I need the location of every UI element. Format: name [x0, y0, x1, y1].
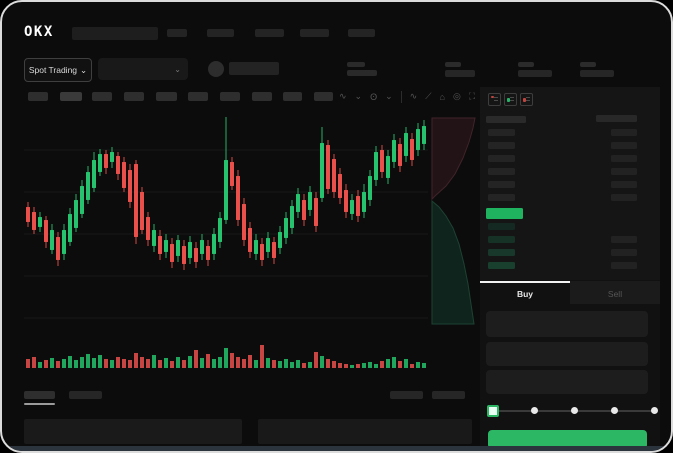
ask-price-row[interactable] [488, 168, 515, 175]
volume-bars [26, 345, 426, 368]
ask-price-row[interactable] [488, 194, 515, 201]
stat-label-placeholder [518, 62, 534, 67]
ask-size-row[interactable] [611, 129, 637, 136]
device-bottom-edge [2, 446, 671, 451]
ask-size-row[interactable] [611, 168, 637, 175]
coin-avatar [208, 61, 224, 77]
nav-item[interactable] [348, 29, 375, 37]
bid-size-row[interactable] [611, 236, 637, 243]
slider-step-dot[interactable] [651, 407, 658, 414]
bid-price-row[interactable] [488, 249, 515, 256]
nav-item[interactable] [300, 29, 329, 37]
interval-button[interactable] [314, 92, 333, 101]
ask-size-row[interactable] [611, 155, 637, 162]
wave-icon[interactable]: ∿ [409, 91, 418, 101]
stat-label-placeholder [445, 62, 461, 67]
tab-buy[interactable]: Buy [480, 281, 570, 304]
market-type-selector[interactable]: Spot Trading ⌄ [24, 58, 92, 82]
buy-submit-button[interactable] [488, 430, 647, 449]
nav-search-placeholder[interactable] [72, 27, 158, 40]
depth-chart [431, 117, 476, 325]
stat-value-placeholder [518, 70, 552, 77]
fullscreen-icon[interactable]: ⛶ [468, 91, 476, 101]
stat-value-placeholder [445, 70, 475, 77]
chevron-down-icon[interactable]: ⌄ [385, 91, 393, 101]
bid-price-row[interactable] [488, 262, 515, 269]
book-header-right [596, 115, 637, 122]
orders-table-right [258, 419, 472, 444]
indicators-icon[interactable]: ʘ [370, 91, 378, 102]
amount-input[interactable] [486, 342, 648, 366]
tab-sell[interactable]: Sell [570, 281, 660, 304]
okx-logo[interactable]: OKX [24, 24, 54, 40]
camera-icon[interactable]: ⌂ [439, 91, 445, 102]
stat-label-placeholder [580, 62, 596, 67]
book-view-bids-icon[interactable] [504, 93, 517, 106]
ask-price-row[interactable] [488, 129, 515, 136]
candlestick-chart[interactable] [24, 114, 428, 336]
nav-item[interactable] [207, 29, 234, 37]
ask-price-row[interactable] [488, 181, 515, 188]
interval-button[interactable] [124, 92, 144, 101]
bid-price-row[interactable] [488, 223, 515, 230]
last-price-bar [486, 208, 523, 219]
book-view-all-icon[interactable] [488, 93, 501, 106]
bid-price-row[interactable] [488, 236, 515, 243]
interval-button[interactable] [92, 92, 112, 101]
interval-button[interactable] [188, 92, 208, 101]
ask-size-row[interactable] [611, 181, 637, 188]
interval-button[interactable] [252, 92, 272, 101]
bid-size-row[interactable] [611, 249, 637, 256]
slider-step-dot[interactable] [611, 407, 618, 414]
chevron-down-icon[interactable]: ⌄ [354, 91, 363, 101]
interval-button[interactable] [28, 92, 48, 101]
ask-size-row[interactable] [611, 142, 637, 149]
nav-item[interactable] [255, 29, 284, 37]
chevron-down-icon: ⌄ [174, 64, 181, 74]
toolbar-icons: ∿ ⌄ ʘ ⌄ ∿ ⟋ ⌂ ◎ ⛶ [339, 90, 475, 103]
pair-name-placeholder [229, 62, 279, 75]
orders-tab-active[interactable] [24, 391, 55, 399]
total-input[interactable] [486, 370, 648, 394]
pair-selector[interactable]: ⌄ [98, 58, 188, 80]
orders-tab[interactable] [69, 391, 102, 399]
interval-button[interactable] [283, 92, 302, 101]
bid-size-row[interactable] [611, 262, 637, 269]
orders-table-left [24, 419, 242, 444]
order-side-tabs: Buy Sell [480, 281, 660, 304]
book-view-asks-icon[interactable] [520, 93, 533, 106]
stat-value-placeholder [580, 70, 614, 77]
draw-icon[interactable]: ⟋ [425, 91, 432, 101]
market-type-label: Spot Trading [28, 65, 78, 75]
orders-action[interactable] [390, 391, 423, 399]
interval-button[interactable] [220, 92, 240, 101]
divider [400, 90, 402, 103]
active-tab-underline [24, 403, 55, 405]
settings-icon[interactable]: ◎ [452, 91, 461, 101]
price-label-placeholder [347, 62, 365, 67]
price-input[interactable] [486, 311, 648, 337]
line-style-icon[interactable]: ∿ [339, 91, 347, 101]
nav-item[interactable] [167, 29, 187, 37]
slider-step-dot[interactable] [531, 407, 538, 414]
ask-price-row[interactable] [488, 142, 515, 149]
slider-handle[interactable] [487, 405, 499, 417]
orders-action[interactable] [432, 391, 465, 399]
ask-size-row[interactable] [611, 194, 637, 201]
ask-price-row[interactable] [488, 155, 515, 162]
book-header-left [486, 116, 526, 123]
price-value-placeholder [347, 70, 377, 76]
slider-step-dot[interactable] [571, 407, 578, 414]
chevron-down-icon: ⌄ [80, 64, 88, 75]
interval-button[interactable] [156, 92, 177, 101]
interval-button-active[interactable] [60, 92, 82, 101]
